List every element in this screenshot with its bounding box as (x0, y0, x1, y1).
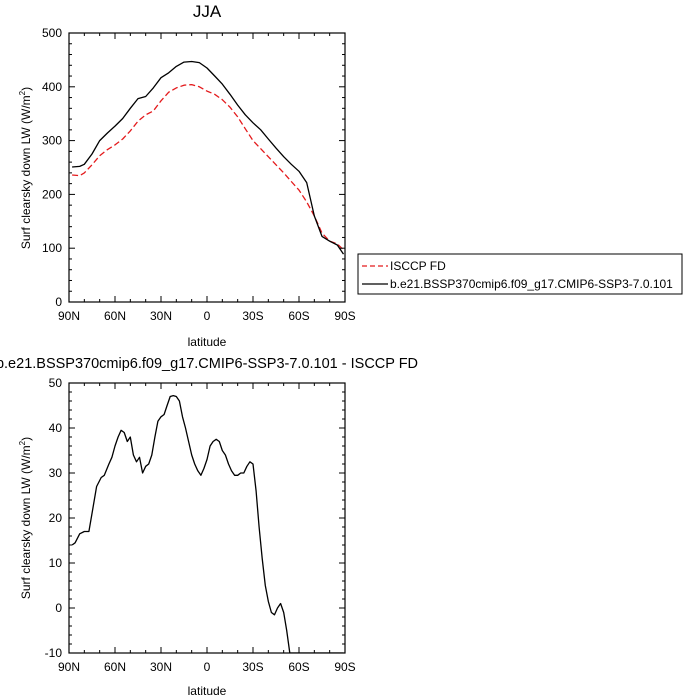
bottom-chart-ytick-label: 40 (49, 421, 63, 435)
legend: ISCCP FD b.e21.BSSP370cmip6.f09_g17.CMIP… (357, 253, 683, 295)
top-chart-y-axis-label-exponent: 2 (18, 90, 27, 95)
top-chart-plot-area: 0 100 200 300 400 500 90N 60N 30N 0 30S 60S 90S (42, 26, 356, 323)
bottom-chart-ytick-label: 0 (55, 601, 62, 615)
top-chart-x-axis-label: latitude (188, 335, 227, 349)
bottom-chart-title: b.e21.BSSP370cmip6.f09_g17.CMIP6-SSP3-7.… (0, 356, 418, 372)
top-chart-xtick-label: 60N (104, 309, 126, 323)
top-chart-ytick-label: 200 (42, 187, 62, 201)
top-chart-xtick-label: 90N (58, 309, 80, 323)
bottom-chart-frame (68, 382, 346, 654)
bottom-chart-plot-area: -10 0 10 20 30 40 50 90N 60N 30N 0 30S 60S 90S (45, 376, 356, 674)
bottom-chart-y-axis-label: Surf clearsky down LW (W/m2) (18, 437, 33, 599)
bottom-chart-xtick-label: 30S (242, 660, 263, 674)
top-chart-y-axis-label-main: Surf clearsky down LW (W/m (19, 95, 33, 249)
bottom-chart-xtick-label: 30N (150, 660, 172, 674)
top-chart-ytick-label: 100 (42, 241, 62, 255)
top-chart-series-0-line (72, 83, 344, 251)
bottom-chart-ytick-label: 20 (49, 511, 63, 525)
bottom-chart-ytick-label: 50 (49, 376, 63, 390)
bottom-chart-y-axis-label-close: ) (19, 437, 33, 441)
legend-box (357, 253, 683, 295)
top-chart-xtick-label: 30N (150, 309, 172, 323)
bottom-chart-ytick-label: -10 (45, 646, 63, 660)
top-chart-y-axis-label: Surf clearsky down LW (W/m2) (18, 87, 33, 249)
top-chart-ytick-label: 0 (55, 295, 62, 309)
bottom-chart-xtick-label: 90S (334, 660, 355, 674)
bottom-chart-xtick-label: 0 (204, 660, 211, 674)
top-chart-title: JJA (193, 2, 222, 21)
top-chart-xtick-label: 0 (204, 309, 211, 323)
top-chart-y-axis-label-close: ) (19, 87, 33, 91)
top-chart-frame (68, 32, 346, 303)
top-chart-xtick-label: 90S (334, 309, 355, 323)
bottom-chart-xtick-label: 60N (104, 660, 126, 674)
bottom-chart: b.e21.BSSP370cmip6.f09_g17.CMIP6-SSP3-7.… (0, 356, 418, 698)
top-chart-xtick-label: 30S (242, 309, 263, 323)
legend-label-model: b.e21.BSSP370cmip6.f09_g17.CMIP6-SSP3-7.… (390, 277, 673, 291)
bottom-chart-y-axis-label-main: Surf clearsky down LW (W/m (19, 445, 33, 599)
bottom-chart-ytick-label: 30 (49, 466, 63, 480)
bottom-chart-y-axis-label-exponent: 2 (18, 440, 27, 445)
bottom-chart-series-0-line (71, 394, 344, 653)
top-chart-ytick-label: 400 (42, 80, 62, 94)
top-chart-ytick-label: 500 (42, 26, 62, 40)
bottom-chart-xtick-label: 90N (58, 660, 80, 674)
top-chart-ytick-label: 300 (42, 134, 62, 148)
bottom-chart-ytick-label: 10 (49, 556, 63, 570)
bottom-chart-xtick-label: 60S (288, 660, 309, 674)
bottom-chart-x-axis-label: latitude (188, 684, 227, 698)
legend-label-isccp: ISCCP FD (390, 259, 446, 273)
top-chart-xtick-label: 60S (288, 309, 309, 323)
top-chart-series-1-line (72, 60, 345, 255)
